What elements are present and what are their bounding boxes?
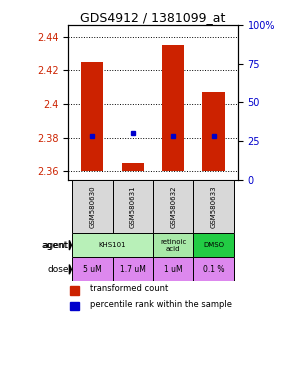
Bar [153,233,193,257]
Bar [202,92,225,171]
Polygon shape [69,240,71,250]
Bar [153,257,193,281]
Bar [193,180,234,233]
Text: 5 uM: 5 uM [83,265,102,274]
Bar [72,257,113,281]
Text: dose: dose [47,265,68,274]
Text: agent: agent [42,241,68,250]
Text: GSM580630: GSM580630 [89,185,95,228]
Text: retinoic
acid: retinoic acid [160,239,186,252]
Bar [113,180,153,233]
Text: transformed count: transformed count [90,284,168,293]
Bar [72,233,153,257]
Bar [81,62,104,171]
Bar [70,302,79,310]
Text: 1.7 uM: 1.7 uM [120,265,146,274]
Title: GDS4912 / 1381099_at: GDS4912 / 1381099_at [80,11,226,24]
Bar [122,163,144,171]
Text: KHS101: KHS101 [99,242,126,248]
Text: percentile rank within the sample: percentile rank within the sample [90,300,232,309]
Bar [113,257,153,281]
Text: GSM580631: GSM580631 [130,185,136,228]
Text: DMSO: DMSO [203,242,224,248]
Text: 1 uM: 1 uM [164,265,182,274]
Text: agent: agent [41,241,67,250]
Bar [193,257,234,281]
Bar [70,286,79,295]
Text: 0.1 %: 0.1 % [203,265,224,274]
Text: GSM580632: GSM580632 [170,185,176,228]
Bar [193,233,234,257]
Polygon shape [69,265,71,274]
Bar [153,180,193,233]
Text: GSM580633: GSM580633 [211,185,217,228]
Bar [72,180,113,233]
Bar [162,45,184,171]
